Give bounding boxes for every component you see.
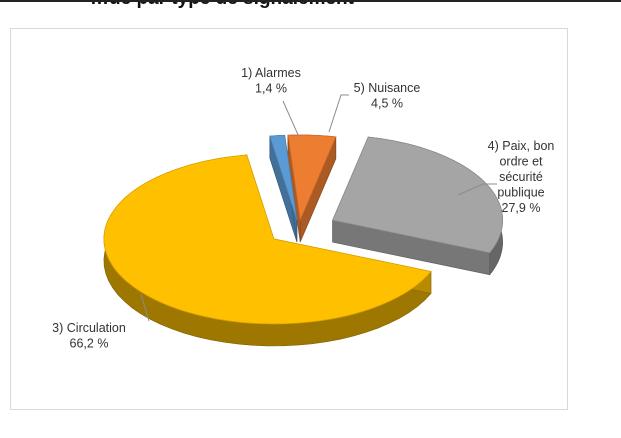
slice-value-label: 4,5 % xyxy=(371,97,403,111)
slice-category-label: 4) Paix, bon xyxy=(488,139,555,153)
page-heading: …ue par type de signalement xyxy=(0,0,621,14)
slice-category-label: sécurité xyxy=(499,170,543,184)
slice-category-label: ordre et xyxy=(499,155,543,169)
slice-category-label: 5) Nuisance xyxy=(354,81,421,95)
pie-chart: 1) Alarmes 1,4 % 5) Nuisance 4,5 % 4) Paix, … xyxy=(52,66,555,351)
pie-slice-1 xyxy=(269,134,298,221)
slice-value-label: 66,2 % xyxy=(70,337,109,351)
slice-category-label: 3) Circulation xyxy=(52,321,126,335)
pie-slice-2 xyxy=(287,134,337,222)
leader-line-4 xyxy=(140,293,150,322)
pie-slice-3 xyxy=(332,136,504,254)
slice-category-label: 1) Alarmes xyxy=(241,66,301,80)
slice-label-1: 1) Alarmes 1,4 % xyxy=(241,66,301,96)
chart-area: 1) Alarmes 1,4 % 5) Nuisance 4,5 % 4) Paix, … xyxy=(10,28,568,410)
leader-line-2 xyxy=(328,94,349,133)
pie-slice-4 xyxy=(103,154,432,325)
slice-value-label: 1,4 % xyxy=(255,82,287,96)
slice-value-label: 27,9 % xyxy=(502,201,541,215)
heading-rule xyxy=(0,0,621,2)
slice-category-label: publique xyxy=(497,186,544,200)
slice-label-4: 3) Circulation 66,2 % xyxy=(52,321,126,351)
slice-label-2: 5) Nuisance 4,5 % xyxy=(354,81,421,111)
page-heading-text: …ue par type de signalement xyxy=(90,0,354,10)
leader-line-3 xyxy=(457,183,497,196)
slice-label-3: 4) Paix, bon ordre et sécurité publique 27,9… xyxy=(488,139,555,215)
leader-line-1 xyxy=(282,100,300,138)
